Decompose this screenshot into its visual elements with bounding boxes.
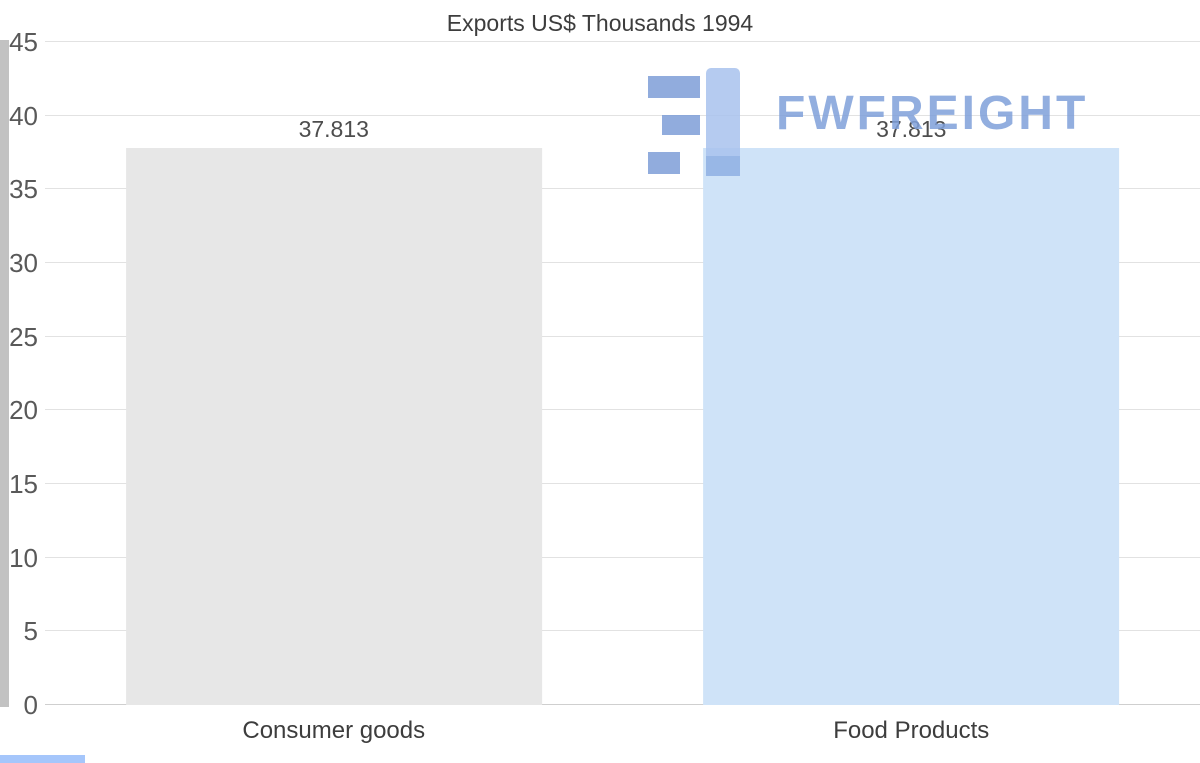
y-axis: 0 5 10 15 20 25 30 35 40 45 <box>0 29 38 718</box>
value-label-consumer-goods: 37.813 <box>298 115 369 142</box>
gridline-35 <box>45 188 1200 190</box>
gridline-10 <box>45 556 1200 558</box>
bar-consumer-goods[interactable]: 37.813 <box>125 116 542 705</box>
y-tick-label-0: 0 <box>23 690 38 720</box>
y-tick-label-5: 5 <box>23 616 38 647</box>
plot-area: 37.813 37.813 <box>45 41 1200 705</box>
y-tick-label-10: 10 <box>9 542 38 573</box>
gridline-30 <box>45 262 1200 263</box>
value-label-food-products: 37.813 <box>876 115 947 142</box>
gridline-25 <box>45 335 1200 337</box>
gridline-20 <box>45 409 1200 411</box>
y-tick-label-20: 20 <box>9 395 38 426</box>
y-tick-label-30: 30 <box>9 248 38 278</box>
gridline-0 <box>45 704 1200 705</box>
y-tick-label-40: 40 <box>9 100 38 131</box>
category-slot-consumer-goods: 37.813 <box>45 42 623 705</box>
x-label-food-products: Food Products <box>833 717 990 744</box>
corner-accent <box>0 755 85 763</box>
left-axis-strip <box>0 40 9 707</box>
x-label-consumer-goods: Consumer goods <box>242 717 426 744</box>
gridline-5 <box>45 630 1200 632</box>
gridline-15 <box>45 483 1200 484</box>
chart-title: Exports US$ Thousands 1994 <box>446 10 754 36</box>
y-tick-label-15: 15 <box>9 469 38 499</box>
bar-food-products[interactable]: 37.813 <box>703 116 1120 705</box>
gridline-40 <box>45 114 1200 116</box>
y-tick-label-45: 45 <box>9 27 38 57</box>
gridline-45 <box>45 41 1200 42</box>
category-slot-food-products: 37.813 <box>623 42 1200 705</box>
x-axis-labels: Consumer goods Food Products <box>45 717 1200 751</box>
y-tick-label-35: 35 <box>9 174 38 205</box>
bar-series: 37.813 37.813 <box>45 42 1200 705</box>
y-tick-label-25: 25 <box>9 321 38 352</box>
